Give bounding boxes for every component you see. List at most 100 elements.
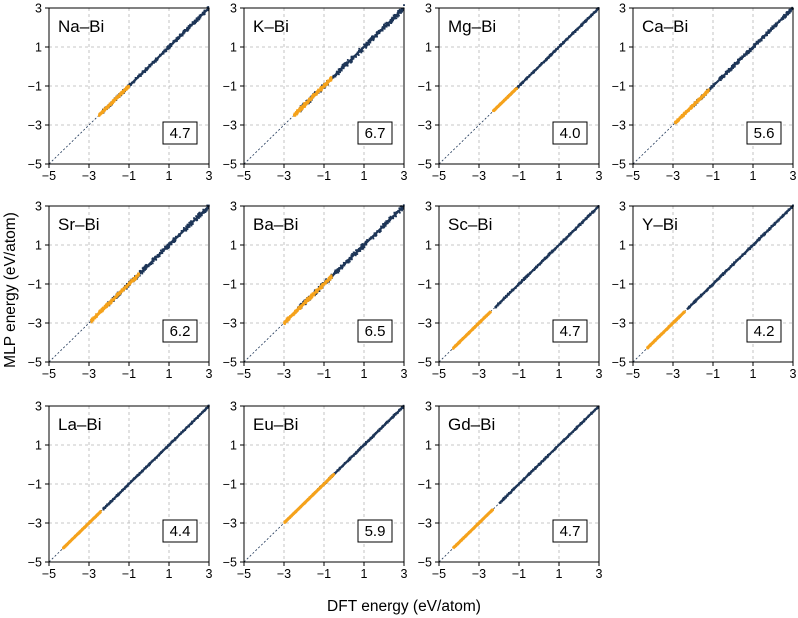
data-point — [338, 270, 341, 272]
data-point — [372, 237, 375, 240]
data-point — [398, 211, 401, 214]
value-label: 4.7 — [560, 523, 581, 540]
data-point — [385, 25, 388, 28]
data-point — [334, 270, 336, 273]
y-tick-label: 1 — [425, 439, 432, 453]
y-tick-label: −3 — [223, 119, 237, 133]
x-tick-label: −1 — [512, 169, 526, 183]
data-point — [320, 90, 322, 93]
parity-line — [632, 7, 794, 165]
value-label: 6.2 — [170, 323, 191, 340]
data-point — [719, 79, 722, 82]
y-tick-label: 1 — [230, 41, 237, 55]
value-label: 4.7 — [560, 323, 581, 340]
data-point — [376, 31, 379, 33]
data-point — [399, 205, 402, 208]
data-point — [730, 68, 733, 71]
x-tick-label: 1 — [556, 367, 563, 381]
data-point — [188, 226, 191, 228]
data-point — [323, 86, 326, 89]
y-tick-label: −3 — [612, 317, 626, 331]
data-point — [204, 211, 207, 214]
panel-grid: −5−5−3−3−1−11133Na–Bi4.7−5−5−3−3−1−11133… — [28, 2, 797, 582]
value-box — [552, 121, 588, 145]
panel-label: Eu–Bi — [253, 415, 298, 434]
main-series-line — [498, 405, 600, 505]
y-tick-label: −3 — [418, 317, 432, 331]
data-point — [174, 240, 177, 243]
data-point — [346, 59, 349, 61]
y-tick-label: 3 — [230, 2, 237, 16]
y-tick-label: −3 — [28, 517, 42, 531]
data-point — [784, 16, 786, 19]
data-point — [785, 15, 787, 18]
y-tick-label: 1 — [35, 439, 42, 453]
data-point — [321, 84, 323, 87]
x-tick-label: 1 — [556, 567, 563, 581]
highlight-series-line — [97, 84, 131, 117]
y-tick-label: −1 — [28, 478, 42, 492]
y-tick-label: −3 — [223, 317, 237, 331]
x-tick-label: 3 — [596, 567, 603, 581]
data-point — [350, 59, 353, 62]
data-point — [372, 39, 375, 42]
data-point — [180, 229, 183, 232]
y-tick-label: 3 — [35, 400, 42, 414]
highlight-series-line — [451, 508, 495, 550]
data-point — [336, 70, 338, 73]
data-point — [355, 249, 357, 252]
data-point — [366, 239, 369, 241]
y-tick-label: 3 — [619, 2, 626, 16]
data-point — [155, 258, 158, 261]
value-box — [357, 319, 393, 343]
data-point — [179, 234, 181, 237]
value-label: 4.2 — [754, 323, 775, 340]
data-point — [395, 215, 397, 218]
data-point — [753, 43, 755, 45]
y-tick-label: 3 — [35, 2, 42, 16]
y-tick-label: −3 — [612, 119, 626, 133]
value-box — [746, 121, 782, 145]
data-point — [398, 207, 401, 210]
data-point — [402, 207, 405, 210]
y-tick-label: −5 — [223, 158, 237, 172]
y-tick-label: −3 — [28, 317, 42, 331]
data-point — [788, 8, 791, 11]
y-tick-label: 1 — [35, 41, 42, 55]
data-point — [363, 246, 366, 248]
data-point — [198, 18, 200, 21]
data-point — [343, 62, 346, 65]
data-point — [350, 60, 353, 63]
data-point — [293, 114, 296, 117]
data-point — [197, 212, 200, 215]
data-point — [385, 220, 388, 223]
value-label: 5.6 — [754, 125, 775, 142]
y-tick-label: 1 — [619, 41, 626, 55]
data-point — [185, 225, 188, 228]
x-tick-label: −1 — [122, 567, 136, 581]
data-point — [403, 4, 405, 7]
data-point — [189, 221, 192, 224]
x-tick-label: 3 — [206, 367, 213, 381]
data-point — [732, 63, 735, 66]
data-point — [359, 250, 361, 252]
data-point — [372, 38, 375, 41]
y-tick-label: −5 — [28, 158, 42, 172]
y-tick-label: −5 — [223, 556, 237, 570]
data-point — [388, 23, 390, 26]
data-point — [161, 248, 164, 251]
data-point — [346, 64, 349, 67]
data-point — [161, 252, 164, 255]
highlight-series-line — [673, 88, 711, 125]
data-point — [183, 227, 185, 229]
data-point — [164, 246, 166, 248]
data-point — [722, 76, 725, 79]
data-point — [203, 13, 206, 16]
data-point — [183, 29, 186, 31]
data-point — [383, 226, 386, 228]
x-tick-label: −1 — [706, 169, 720, 183]
data-point — [205, 209, 208, 212]
data-point — [382, 223, 384, 225]
x-tick-label: 1 — [556, 169, 563, 183]
data-point — [368, 43, 371, 46]
